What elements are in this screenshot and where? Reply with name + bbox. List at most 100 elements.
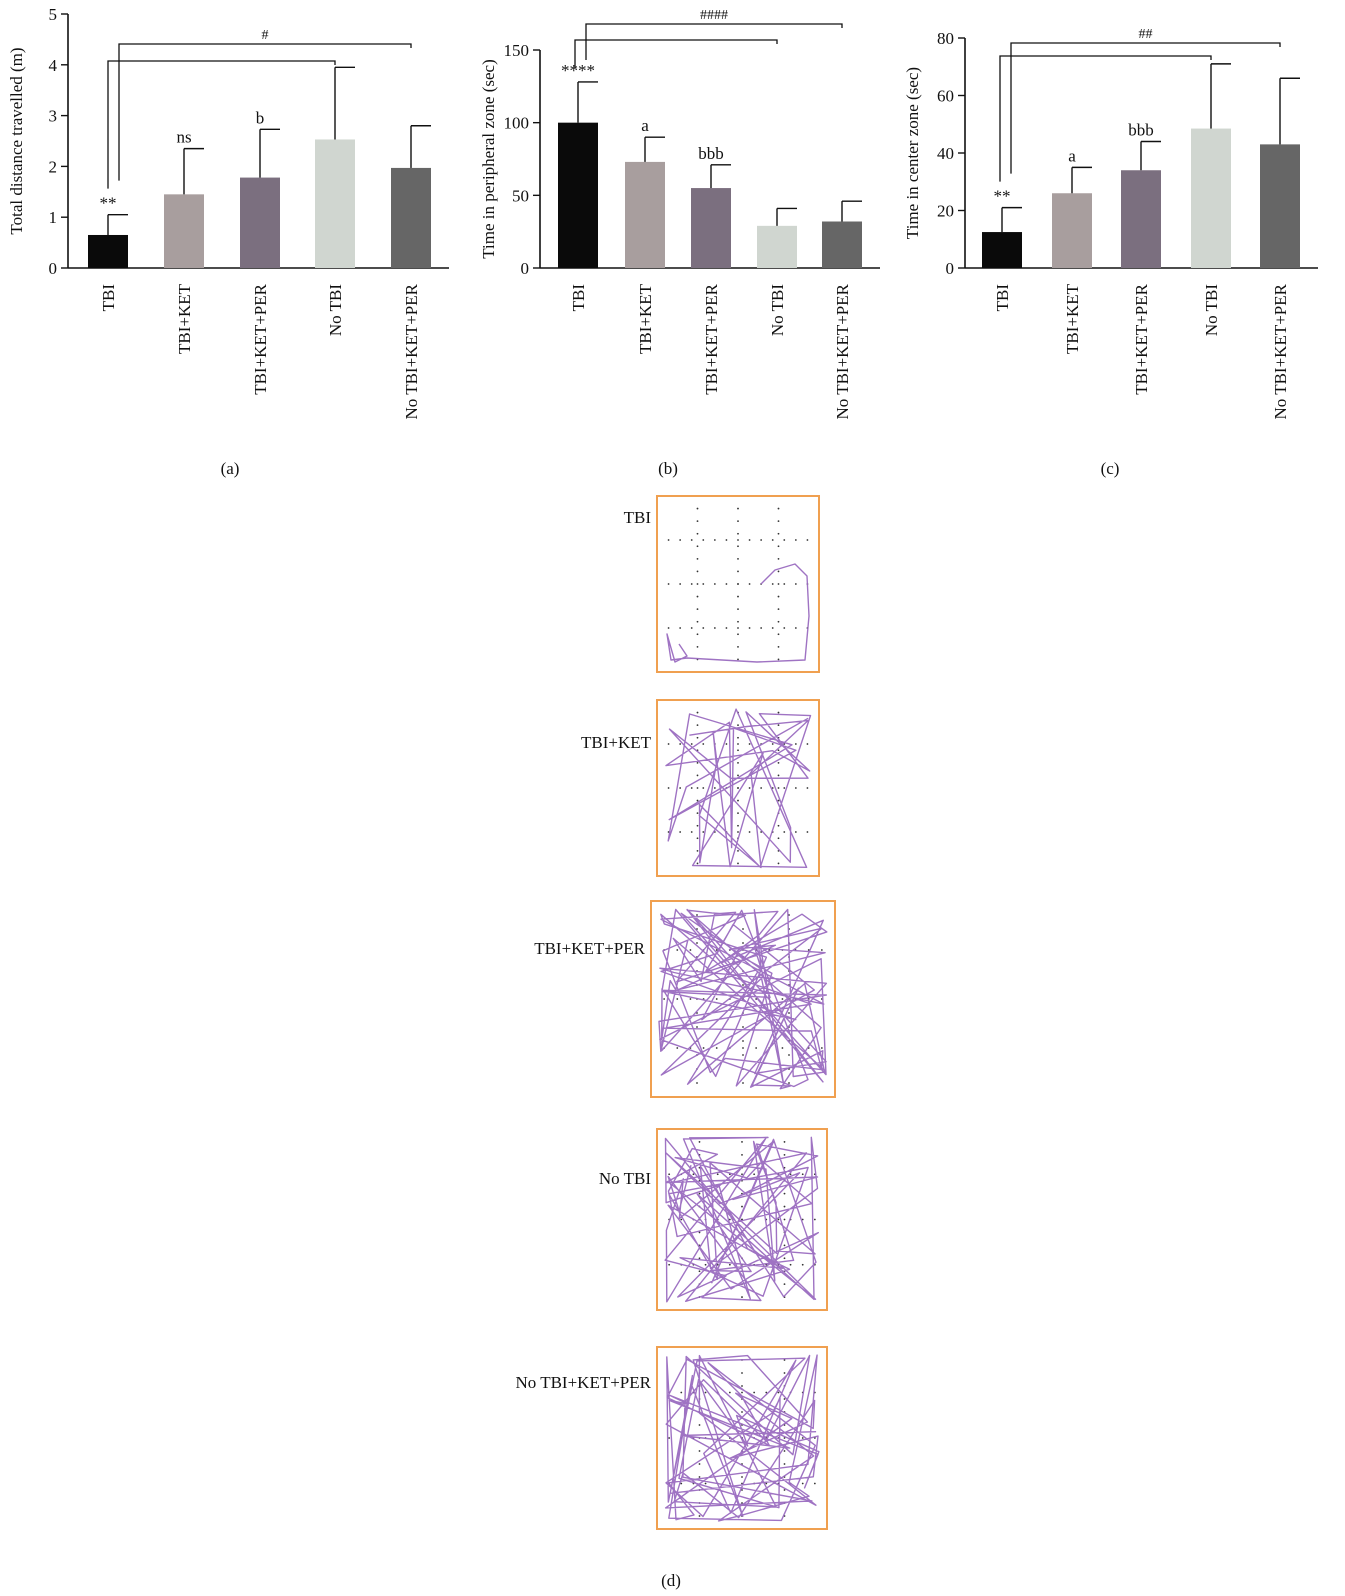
grid-dot	[698, 1424, 701, 1426]
grid-dot	[716, 1173, 719, 1176]
bar	[1052, 193, 1092, 268]
grid-dot	[788, 1012, 790, 1014]
grid-dot	[702, 627, 705, 629]
grid-dot	[737, 608, 739, 611]
grid-dot	[690, 583, 693, 585]
grid-dot	[755, 1047, 758, 1049]
grid-dot	[777, 608, 780, 611]
grid-dot	[737, 743, 739, 745]
grid-dot	[777, 557, 780, 560]
grid-dot	[696, 507, 699, 510]
grid-dot	[794, 539, 797, 541]
grid-dot	[728, 1263, 731, 1266]
bar	[164, 194, 204, 268]
grid-dot	[777, 658, 780, 661]
y-tick-label: 60	[937, 87, 954, 106]
grid-dot	[698, 1231, 701, 1234]
grid-dot	[696, 645, 699, 648]
grid-dot	[794, 831, 797, 833]
grid-dot	[783, 1463, 786, 1465]
grid-dot	[742, 928, 744, 930]
grid-dot	[715, 949, 718, 951]
significance-label: ##	[1139, 27, 1153, 42]
grid-dot	[783, 1283, 786, 1286]
grid-dot	[777, 545, 780, 548]
grid-dot	[783, 1205, 786, 1208]
grid-dot	[753, 1173, 756, 1176]
grid-dot	[783, 583, 786, 585]
grid-dot	[741, 1391, 743, 1394]
grid-dot	[679, 539, 682, 541]
grid-dot	[777, 507, 780, 510]
bar	[88, 234, 128, 268]
grid-dot	[783, 831, 786, 833]
grid-dot	[728, 1218, 731, 1221]
grid-dot	[668, 1173, 671, 1176]
grid-dot	[676, 1047, 679, 1049]
grid-dot	[696, 532, 699, 535]
chart-panel-c: 0 20 40 60 80 Time in center zone (sec) ** TBI a…	[903, 27, 1318, 478]
y-axis-label: Time in peripheral zone (sec)	[479, 59, 498, 259]
grid-dot	[680, 1218, 683, 1221]
grid-dot	[742, 1082, 744, 1084]
grid-dot	[777, 532, 780, 535]
grid-dot	[783, 1141, 786, 1143]
grid-dot	[737, 799, 739, 802]
grid-dot	[783, 627, 786, 629]
category-label: No TBI	[326, 284, 345, 336]
grid-dot	[704, 1482, 707, 1485]
grid-dot	[760, 539, 763, 541]
grid-dot	[748, 539, 751, 541]
grid-dot	[777, 1218, 780, 1221]
grid-dot	[737, 507, 739, 510]
grid-dot	[783, 1218, 786, 1221]
y-tick-label: 1	[49, 208, 58, 227]
grid-dot	[696, 583, 699, 585]
grid-dot	[698, 1270, 701, 1273]
grid-dot	[696, 1082, 698, 1084]
bar	[240, 177, 280, 268]
significance-bracket-inner	[574, 39, 778, 68]
category-label: No TBI+KET+PER	[833, 283, 852, 419]
grid-dot	[771, 627, 774, 629]
panel-label: (a)	[221, 459, 240, 478]
bar	[822, 221, 862, 268]
grid-dot	[788, 1082, 790, 1084]
y-tick-label: 3	[49, 107, 58, 126]
grid-dot	[696, 545, 699, 548]
grid-dot	[696, 570, 699, 573]
grid-dot	[777, 633, 780, 636]
bar	[315, 139, 355, 268]
grid-dot	[783, 1450, 786, 1452]
bar-annotation: bbb	[1128, 121, 1154, 140]
grid-dot	[741, 1153, 743, 1156]
grid-dot	[696, 799, 699, 802]
grid-dot	[741, 1385, 743, 1387]
panel-label: (c)	[1101, 459, 1120, 478]
grid-dot	[777, 749, 780, 752]
grid-dot	[783, 1398, 786, 1400]
grid-dot	[771, 539, 774, 541]
grid-dot	[737, 627, 739, 629]
chart-panel-b: 0 50 100 150 Time in peripheral zone (sec) **…	[479, 8, 880, 478]
grid-dot	[737, 633, 739, 636]
grid-dot	[690, 787, 693, 789]
grid-dot	[794, 627, 797, 629]
grid-dot	[777, 595, 780, 598]
grid-dot	[702, 1047, 705, 1049]
grid-dot	[663, 998, 666, 1000]
grid-dot	[702, 831, 705, 833]
grid-dot	[820, 949, 823, 951]
grid-dot	[748, 787, 751, 789]
grid-dot	[676, 949, 679, 951]
grid-dot	[679, 583, 682, 585]
grid-dot	[783, 1153, 786, 1156]
grid-dot	[737, 532, 739, 535]
grid-dot	[698, 1515, 701, 1517]
bar-annotation: b	[256, 108, 265, 127]
grid-dot	[689, 998, 692, 1000]
grid-dot	[698, 1476, 701, 1478]
grid-dot	[742, 984, 744, 986]
category-label: TBI+KET+PER	[1132, 283, 1151, 394]
grid-dot	[781, 998, 784, 1000]
